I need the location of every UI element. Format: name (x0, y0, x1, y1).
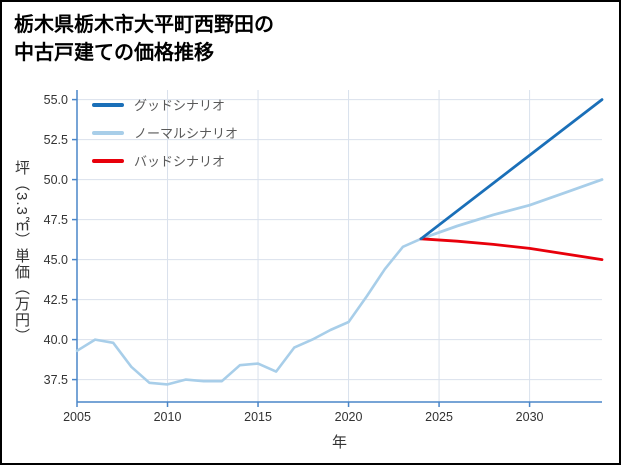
x-tick-label: 2020 (335, 410, 363, 424)
x-tick-label: 2030 (516, 410, 544, 424)
series-lines (75, 98, 604, 386)
legend-item-normal: ノーマルシナリオ (92, 123, 238, 142)
chart-legend: グッドシナリオ ノーマルシナリオ バッドシナリオ (92, 95, 238, 170)
series-line-good-scenario (419, 98, 604, 241)
legend-item-good: グッドシナリオ (92, 95, 238, 114)
chart-title-line2: 中古戸建ての価格推移 (14, 42, 214, 64)
x-tick-label: 2015 (244, 410, 272, 424)
legend-swatch-good (92, 102, 124, 107)
legend-label: ノーマルシナリオ (134, 126, 239, 141)
grid-lines (76, 90, 602, 402)
legend-swatch-bad (92, 158, 124, 163)
y-tick-label: 50.0 (44, 173, 68, 187)
x-tick-label: 2010 (154, 410, 182, 424)
chart-title-line1: 栃木県栃木市大平町西野田の (14, 14, 274, 36)
series-line-history (75, 237, 423, 386)
legend-label: グッドシナリオ (134, 98, 226, 113)
x-tick-label: 2005 (63, 410, 91, 424)
x-tick-label: 2025 (425, 410, 453, 424)
series-line-bad-scenario (419, 237, 604, 262)
legend-swatch-normal (92, 130, 124, 135)
y-tick-label: 40.0 (44, 333, 68, 347)
legend-label: バッドシナリオ (134, 154, 226, 169)
y-tick-label: 45.0 (44, 253, 68, 267)
y-tick-label: 42.5 (44, 293, 68, 307)
y-tick-label: 52.5 (44, 133, 68, 147)
y-tick-label: 47.5 (44, 213, 68, 227)
chart-title: 栃木県栃木市大平町西野田の 中古戸建ての価格推移 (14, 11, 274, 67)
series-line-normal-scenario (419, 178, 604, 241)
y-tick-label: 37.5 (44, 373, 68, 387)
y-axis-label: 坪（3.3㎡）単価（万円） (13, 160, 30, 344)
legend-item-bad: バッドシナリオ (92, 151, 238, 170)
x-axis-label: 年 (331, 434, 347, 451)
y-tick-label: 55.0 (44, 93, 68, 107)
tick-labels: 37.5 40.0 42.5 45.0 47.5 50.0 52.5 55.0 2005 2010… (44, 93, 544, 424)
